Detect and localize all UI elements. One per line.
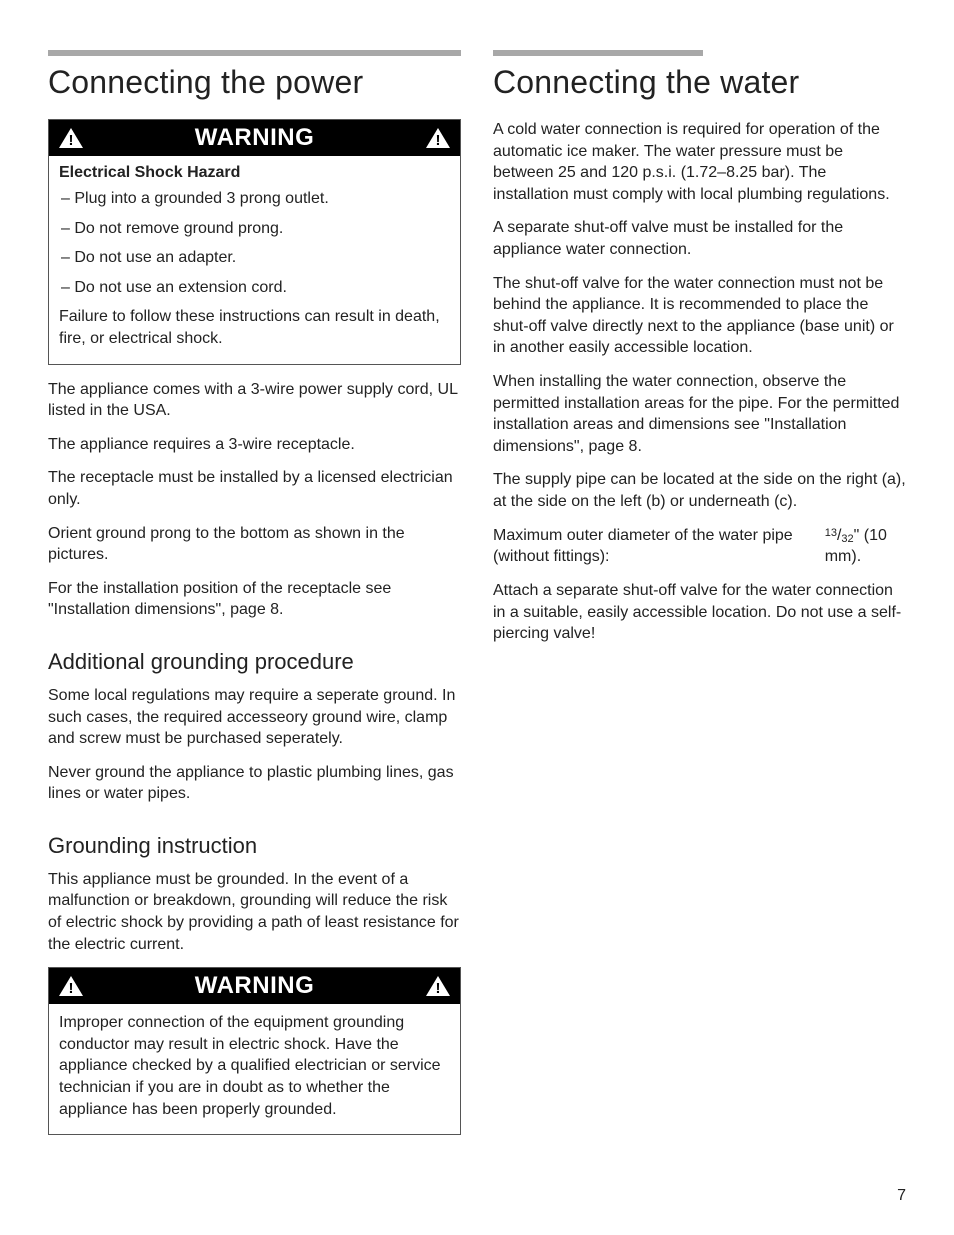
- subheading-grounding-instruction: Grounding instruction: [48, 833, 461, 859]
- svg-text:!: !: [69, 980, 74, 997]
- body-paragraph: The supply pipe can be located at the si…: [493, 469, 906, 512]
- svg-text:!: !: [436, 132, 441, 149]
- warning-body-text: Improper connection of the equipment gro…: [59, 1012, 450, 1120]
- body-paragraph: Orient ground prong to the bottom as sho…: [48, 523, 461, 566]
- body-paragraph: A separate shut-off valve must be instal…: [493, 217, 906, 260]
- body-paragraph: Some local regulations may require a sep…: [48, 685, 461, 750]
- warning-body: Electrical Shock Hazard Plug into a grou…: [49, 156, 460, 364]
- list-item: Do not use an extension cord.: [61, 277, 450, 299]
- body-paragraph: The appliance requires a 3-wire receptac…: [48, 434, 461, 456]
- warning-label: WARNING: [195, 124, 315, 152]
- body-paragraph: The receptacle must be installed by a li…: [48, 467, 461, 510]
- list-item: Do not use an adapter.: [61, 247, 450, 269]
- two-column-layout: Connecting the power ! WARNING ! Electri…: [48, 50, 906, 1149]
- body-paragraph: When installing the water connection, ob…: [493, 371, 906, 457]
- warning-triangle-icon: !: [424, 126, 452, 150]
- body-paragraph: Attach a separate shut-off valve for the…: [493, 580, 906, 645]
- column-top-rule: [48, 50, 461, 56]
- warning-body: Improper connection of the equipment gro…: [49, 1004, 460, 1134]
- warning-header: ! WARNING !: [49, 968, 460, 1004]
- fraction-numerator: 13: [825, 527, 837, 539]
- list-item: Do not remove ground prong.: [61, 218, 450, 240]
- warning-header: ! WARNING !: [49, 120, 460, 156]
- hazard-title: Electrical Shock Hazard: [59, 164, 450, 182]
- fraction-denominator: 32: [841, 533, 853, 545]
- body-paragraph: This appliance must be grounded. In the …: [48, 869, 461, 955]
- body-paragraph: The shut-off valve for the water connect…: [493, 273, 906, 359]
- warning-triangle-icon: !: [424, 974, 452, 998]
- subheading-grounding-procedure: Additional grounding procedure: [48, 649, 461, 675]
- body-paragraph: A cold water connection is required for …: [493, 119, 906, 205]
- hazard-list: Plug into a grounded 3 prong outlet. Do …: [59, 188, 450, 298]
- page-number: 7: [897, 1187, 906, 1205]
- section-title-power: Connecting the power: [48, 64, 461, 101]
- warning-triangle-icon: !: [57, 126, 85, 150]
- svg-text:!: !: [69, 132, 74, 149]
- pipe-dimension-label: Maximum outer diameter of the water pipe…: [493, 525, 825, 568]
- section-title-water: Connecting the water: [493, 64, 906, 101]
- svg-text:!: !: [436, 980, 441, 997]
- warning-box-grounding: ! WARNING ! Improper connection of the e…: [48, 967, 461, 1135]
- body-paragraph: For the installation position of the rec…: [48, 578, 461, 621]
- right-column: Connecting the water A cold water connec…: [493, 50, 906, 1149]
- warning-box-electrical: ! WARNING ! Electrical Shock Hazard Plug…: [48, 119, 461, 365]
- list-item: Plug into a grounded 3 prong outlet.: [61, 188, 450, 210]
- column-top-rule: [493, 50, 703, 56]
- left-column: Connecting the power ! WARNING ! Electri…: [48, 50, 461, 1149]
- warning-footer-text: Failure to follow these instructions can…: [59, 306, 450, 349]
- pipe-dimension-value: 13/32" (10 mm).: [825, 525, 906, 568]
- body-paragraph: The appliance comes with a 3-wire power …: [48, 379, 461, 422]
- pipe-dimension-row: Maximum outer diameter of the water pipe…: [493, 525, 906, 568]
- page: Connecting the power ! WARNING ! Electri…: [0, 0, 954, 1235]
- warning-label: WARNING: [195, 972, 315, 1000]
- warning-triangle-icon: !: [57, 974, 85, 998]
- body-paragraph: Never ground the appliance to plastic pl…: [48, 762, 461, 805]
